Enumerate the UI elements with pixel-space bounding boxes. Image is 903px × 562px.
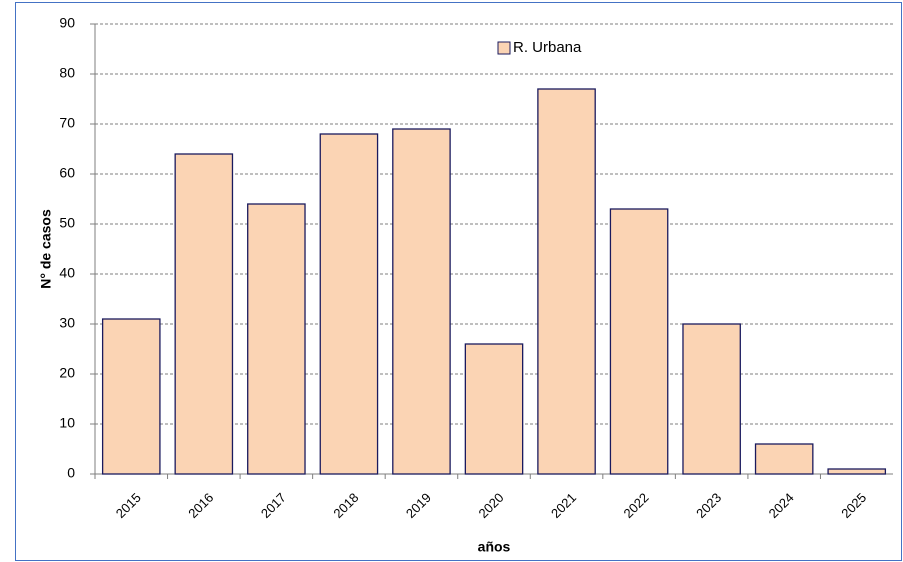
- x-tick-label: 2018: [330, 490, 361, 521]
- x-tick-label: 2023: [693, 490, 724, 521]
- bar: [609, 208, 669, 475]
- chart-frame: [15, 2, 902, 561]
- bar: [754, 443, 814, 475]
- bar: [174, 153, 234, 475]
- bar: [101, 318, 161, 475]
- y-tick-label: 20: [59, 365, 75, 381]
- bar: [827, 468, 887, 475]
- y-tick-label: 90: [59, 15, 75, 31]
- x-tick-label: 2015: [113, 490, 144, 521]
- y-tick-label: 10: [59, 415, 75, 431]
- x-tick-label: 2024: [766, 490, 797, 521]
- x-tick-label: 2025: [838, 490, 869, 521]
- x-tick-label: 2016: [185, 490, 216, 521]
- bar: [682, 323, 741, 475]
- y-tick-label: 70: [59, 115, 75, 131]
- bar: [392, 128, 451, 475]
- legend-swatch: [497, 41, 511, 55]
- y-tick-label: 50: [59, 215, 75, 231]
- x-axis-label: años: [478, 539, 511, 555]
- x-tick-label: 2017: [258, 490, 289, 521]
- bar: [537, 88, 596, 475]
- y-tick-label: 30: [59, 315, 75, 331]
- y-tick-label: 0: [67, 465, 75, 481]
- bar: [319, 133, 379, 475]
- y-axis-label: N° de casos: [38, 209, 54, 289]
- bar: [464, 343, 524, 475]
- x-tick-label: 2019: [403, 490, 434, 521]
- legend-label: R. Urbana: [513, 39, 582, 56]
- y-tick-label: 80: [59, 65, 75, 81]
- x-tick-label: 2021: [548, 490, 579, 521]
- x-tick-label: 2020: [475, 490, 506, 521]
- x-tick-label: 2022: [621, 490, 652, 521]
- bar: [247, 203, 306, 475]
- y-tick-label: 60: [59, 165, 75, 181]
- y-tick-label: 40: [59, 265, 75, 281]
